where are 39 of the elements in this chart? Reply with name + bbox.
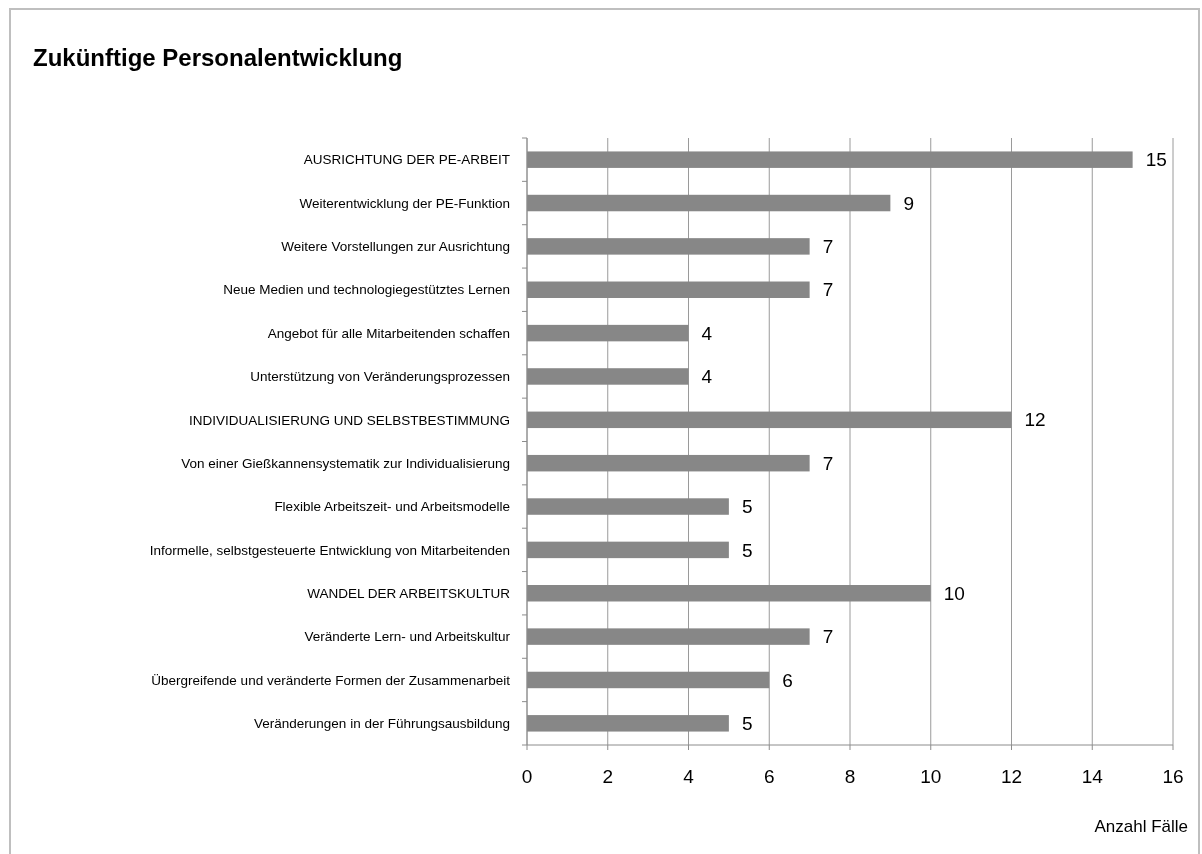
y-tick-label: INDIVIDUALISIERUNG UND SELBSTBESTIMMUNG [188,412,510,428]
y-tick-label: Informelle, selbstgesteuerte Entwicklung von Mitarbeitenden [149,542,510,558]
y-tick-label: Übergreifende und veränderte Formen der Zusammenarbeit [151,672,511,688]
x-tick-label: 0 [521,766,533,787]
x-tick-label: 8 [844,766,856,787]
data-label: 12 [1024,409,1046,431]
y-tick-label: Von einer Gießkannensystematik zur Individualisierung [181,455,510,471]
x-tick-label: 6 [763,766,775,787]
x-tick-label: 14 [1081,766,1104,787]
data-label: 7 [822,626,834,648]
y-tick-label: AUSRICHTUNG DER PE-ARBEIT [303,152,510,168]
data-label: 9 [903,192,914,214]
data-label: 10 [943,582,965,604]
y-tick-label: Weitere Vorstellungen zur Ausrichtung [281,239,510,255]
data-label: 5 [741,539,753,561]
data-label: 7 [822,279,834,301]
x-tick-label: 12 [1000,766,1023,787]
x-tick-label: 16 [1162,766,1184,787]
x-axis-title: Anzahl Fälle [1094,817,1188,836]
data-label: 7 [822,452,834,474]
y-tick-label: Flexible Arbeitszeit- und Arbeitsmodelle [274,499,510,515]
y-tick-label: Angebot für alle Mitarbeitenden schaffen [267,325,510,341]
x-tick-label: 10 [920,766,942,787]
y-tick-label: Veränderungen in der Führungsausbildung [254,716,510,732]
y-tick-label: Neue Medien und technologiegestütztes Lernen [223,282,510,298]
data-label: 15 [1145,149,1167,171]
data-label: 5 [741,496,753,518]
data-label: 6 [782,669,793,691]
y-tick-label: Weiterentwicklung der PE-Funktion [299,195,510,211]
y-tick-label: Unterstützung von Veränderungsprozessen [250,369,510,385]
data-label: 5 [741,712,753,734]
data-label: 4 [701,322,713,344]
x-tick-label: 2 [602,766,614,787]
data-label: 4 [701,366,713,388]
data-label: 7 [822,236,834,258]
x-tick-label: 4 [683,766,695,787]
text: Zukünftige Personalentwicklung [33,44,403,71]
y-tick-label: WANDEL DER ARBEITSKULTUR [307,585,511,601]
y-tick-label: Veränderte Lern- und Arbeitskultur [304,629,511,645]
